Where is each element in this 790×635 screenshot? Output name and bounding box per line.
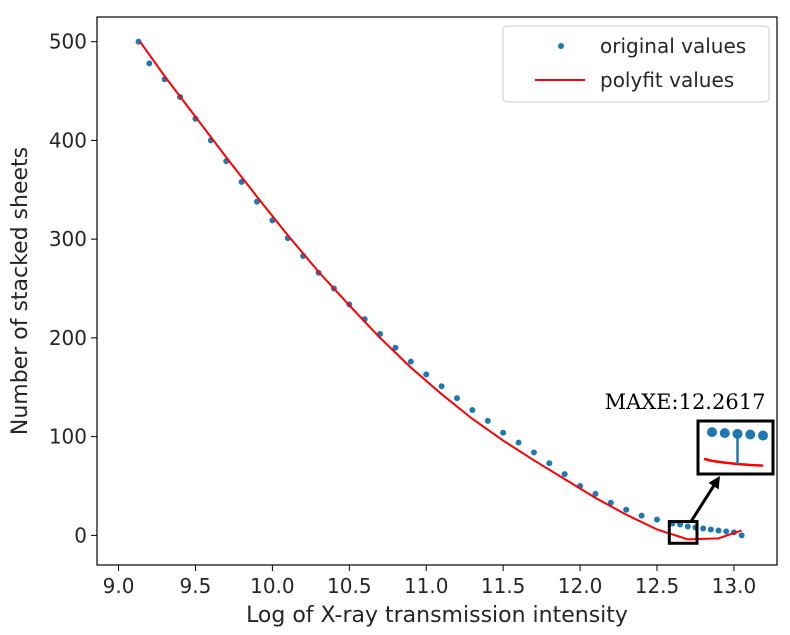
data-point — [738, 532, 745, 539]
data-point — [500, 429, 507, 436]
x-tick-label: 10.5 — [327, 574, 372, 598]
data-point — [707, 526, 714, 533]
data-point — [546, 460, 553, 467]
data-point — [723, 528, 730, 535]
highlight-box — [667, 520, 699, 545]
y-tick-label: 0 — [74, 523, 87, 547]
data-point — [392, 344, 399, 351]
y-tick-label: 500 — [49, 30, 87, 54]
x-tick-label: 9.5 — [180, 574, 212, 598]
x-tick-label: 12.5 — [635, 574, 680, 598]
y-tick-label: 300 — [49, 227, 87, 251]
inset-data-point — [745, 429, 756, 440]
data-point — [592, 490, 599, 497]
legend-label-polyfit: polyfit values — [600, 68, 734, 92]
max-error-annotation: MAXE:12.2617 — [605, 390, 775, 545]
data-point — [407, 358, 414, 365]
data-point — [623, 506, 630, 513]
y-tick-label: 200 — [49, 326, 87, 350]
data-point — [146, 60, 153, 67]
zoom-arrow — [689, 483, 717, 523]
data-point — [700, 525, 707, 532]
legend: original values polyfit values — [502, 25, 770, 103]
x-axis-label: Log of X-ray transmission intensity — [246, 603, 628, 628]
zoom-arrow-head — [708, 476, 720, 490]
polyfit-line — [139, 41, 742, 541]
data-point — [530, 449, 537, 456]
data-point — [715, 527, 722, 534]
legend-dot-icon — [558, 43, 564, 49]
data-point — [684, 523, 691, 530]
inset-data-point — [707, 427, 717, 438]
data-point — [484, 417, 491, 424]
inset-data-point — [719, 428, 730, 439]
x-tick-label: 12.0 — [558, 574, 603, 598]
x-tick-label: 11.0 — [404, 574, 449, 598]
x-tick-label: 13.0 — [712, 574, 757, 598]
data-point — [561, 471, 568, 478]
inset-polyfit-line — [703, 457, 764, 467]
plot-frame — [96, 16, 778, 566]
y-tick-label: 400 — [49, 128, 87, 152]
data-point — [638, 512, 645, 519]
x-tick-label: 11.5 — [481, 574, 526, 598]
data-point — [469, 406, 476, 413]
max-error-label: MAXE:12.2617 — [605, 390, 766, 414]
plot-series — [135, 38, 745, 541]
inset-data-point — [758, 430, 768, 441]
legend-label-original: original values — [600, 34, 746, 58]
axis-ticks: 9.0 9.5 10.0 10.5 11.0 11.5 12.0 12.5 13.0 0 100 20… — [49, 30, 756, 598]
data-point — [423, 371, 430, 378]
data-point — [454, 395, 460, 402]
data-point — [654, 516, 660, 523]
inset-zoom-view — [703, 427, 768, 467]
x-tick-label: 10.0 — [250, 574, 295, 598]
x-tick-label: 9.0 — [103, 574, 135, 598]
y-tick-label: 100 — [49, 425, 87, 449]
data-point — [515, 439, 522, 446]
legend-frame — [502, 25, 770, 103]
data-point — [438, 383, 445, 390]
y-axis-label: Number of stacked sheets — [8, 147, 33, 435]
